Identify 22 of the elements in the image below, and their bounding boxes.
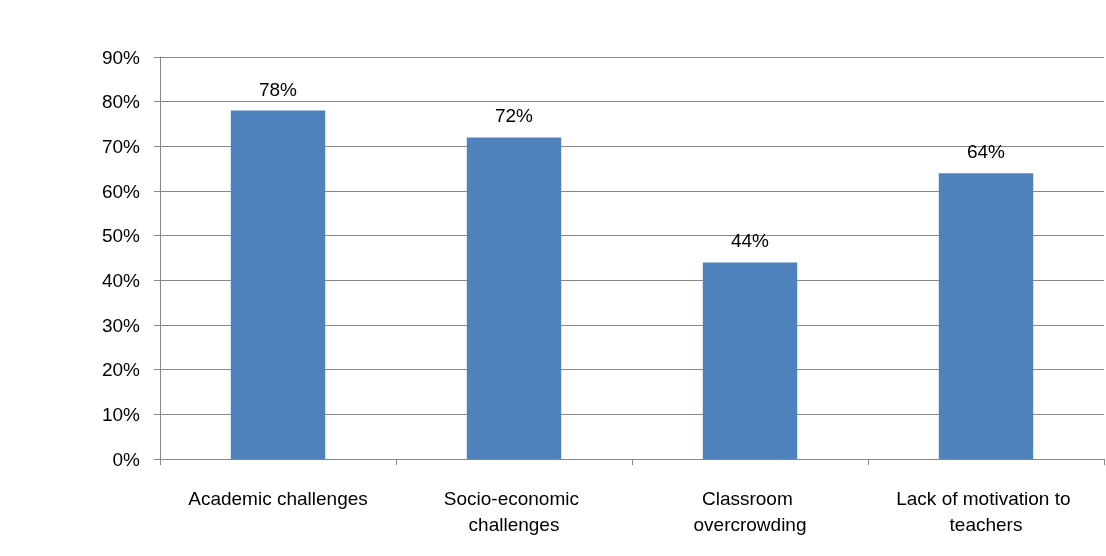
x-tick-label: Socio-economic challenges: [443, 487, 585, 535]
y-tick-label: 70%: [101, 135, 141, 157]
y-tick-label: 30%: [101, 314, 141, 336]
bar: [466, 137, 562, 459]
bar: [702, 262, 798, 459]
x-tick-label: Academic challenges: [188, 487, 368, 509]
bar: [230, 110, 326, 459]
data-label: 78%: [258, 78, 298, 100]
data-label: 72%: [494, 105, 534, 127]
y-tick-label: 50%: [101, 225, 141, 247]
x-tick-label: Classroom overcrowding: [693, 487, 807, 535]
y-tick-label: 20%: [101, 359, 141, 381]
y-tick-label: 0%: [112, 448, 141, 470]
y-tick-label: 90%: [101, 46, 141, 68]
y-tick-label: 10%: [101, 403, 141, 425]
y-tick-label: 80%: [101, 91, 141, 113]
bar: [938, 173, 1034, 459]
y-tick-label: 60%: [101, 180, 141, 202]
x-tick-label: Lack of motivation to teachers: [896, 487, 1076, 535]
y-tick-label: 40%: [101, 269, 141, 291]
data-label: 44%: [730, 230, 770, 252]
data-label: 64%: [966, 141, 1006, 163]
